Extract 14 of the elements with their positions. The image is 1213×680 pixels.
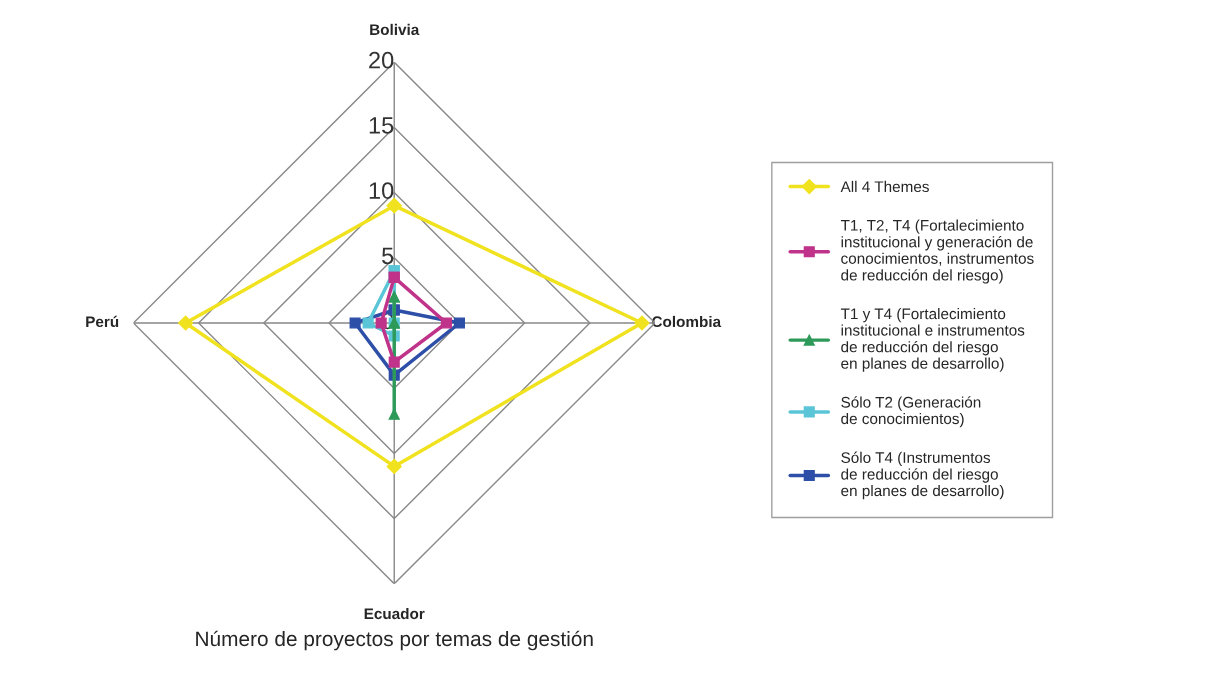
y-tick-label: 20 bbox=[369, 51, 394, 69]
legend-label: T1 y T4 (Fortalecimiento institucional e instrumentos de reducción del riesgo en planes de desarrollo) bbox=[840, 308, 1025, 372]
legend-label: Sólo T4 (Instrumentos de reducción del riesgo en planes de desarrollo) bbox=[841, 451, 1004, 500]
y-tick-label: 15 bbox=[369, 117, 394, 134]
legend-label: All 4 Themes bbox=[840, 180, 929, 193]
legend-label: Sólo T2 (Generación de conocimientos) bbox=[841, 396, 981, 428]
y-tick-label: 10 bbox=[369, 182, 394, 199]
spoke-label: Bolivia bbox=[370, 23, 420, 36]
spoke-label: Perú bbox=[86, 315, 119, 328]
text: Número de proyectos por temas de gestión bbox=[196, 630, 593, 651]
legend-label: T1, T2, T4 (Fortalecimiento institucional y generación de conocimientos, instrumentos de reducción del riesgo) bbox=[840, 219, 1034, 284]
spoke-label: Colombia bbox=[652, 315, 722, 328]
y-tick-label: 5 bbox=[382, 247, 394, 265]
spoke-label: Ecuador bbox=[364, 607, 425, 620]
